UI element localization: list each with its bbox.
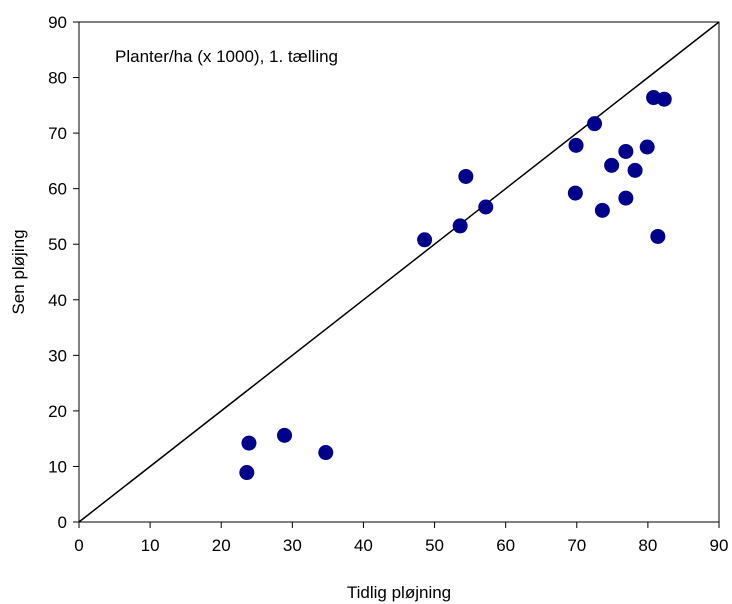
- x-tick-label: 80: [638, 536, 657, 555]
- y-axis: 0 10 20 30 40 50 60 70 80 90: [48, 13, 79, 532]
- data-point: [277, 427, 293, 443]
- x-tick-label: 70: [567, 536, 586, 555]
- x-tick-label: 40: [354, 536, 373, 555]
- x-tick-label: 90: [710, 536, 729, 555]
- x-tick-label: 20: [212, 536, 231, 555]
- data-point: [587, 116, 603, 132]
- y-tick-label: 30: [48, 346, 67, 365]
- x-axis-title: Tidlig pløjning: [347, 583, 451, 602]
- x-axis: 0 10 20 30 40 50 60 70 80 90: [74, 522, 728, 555]
- data-point: [417, 232, 433, 248]
- data-point: [656, 91, 672, 107]
- data-point: [639, 139, 655, 155]
- data-point: [568, 137, 584, 153]
- data-points: [239, 90, 672, 481]
- data-point: [458, 168, 474, 184]
- y-axis-title: Sen pløjing: [9, 229, 28, 314]
- y-tick-label: 0: [58, 513, 67, 532]
- x-tick-label: 30: [283, 536, 302, 555]
- data-point: [650, 228, 666, 244]
- y-tick-label: 60: [48, 180, 67, 199]
- y-tick-label: 20: [48, 402, 67, 421]
- y-tick-label: 80: [48, 69, 67, 88]
- reference-diagonal-line: [78, 21, 720, 523]
- data-point: [567, 185, 583, 201]
- y-tick-label: 70: [48, 124, 67, 143]
- y-tick-label: 40: [48, 291, 67, 310]
- x-tick-label: 50: [425, 536, 444, 555]
- data-point: [594, 202, 610, 218]
- y-tick-label: 50: [48, 235, 67, 254]
- y-tick-label: 10: [48, 457, 67, 476]
- data-point: [239, 465, 255, 481]
- data-point: [318, 445, 334, 461]
- x-tick-label: 0: [74, 536, 83, 555]
- data-point: [241, 435, 257, 451]
- chart-annotation: Planter/ha (x 1000), 1. tælling: [115, 47, 338, 66]
- data-point: [618, 190, 634, 206]
- data-point: [618, 143, 634, 159]
- data-point: [452, 218, 468, 234]
- x-tick-label: 10: [141, 536, 160, 555]
- x-tick-label: 60: [496, 536, 515, 555]
- data-point: [478, 199, 494, 215]
- data-point: [627, 162, 643, 178]
- y-tick-label: 90: [48, 13, 67, 32]
- data-point: [604, 157, 620, 173]
